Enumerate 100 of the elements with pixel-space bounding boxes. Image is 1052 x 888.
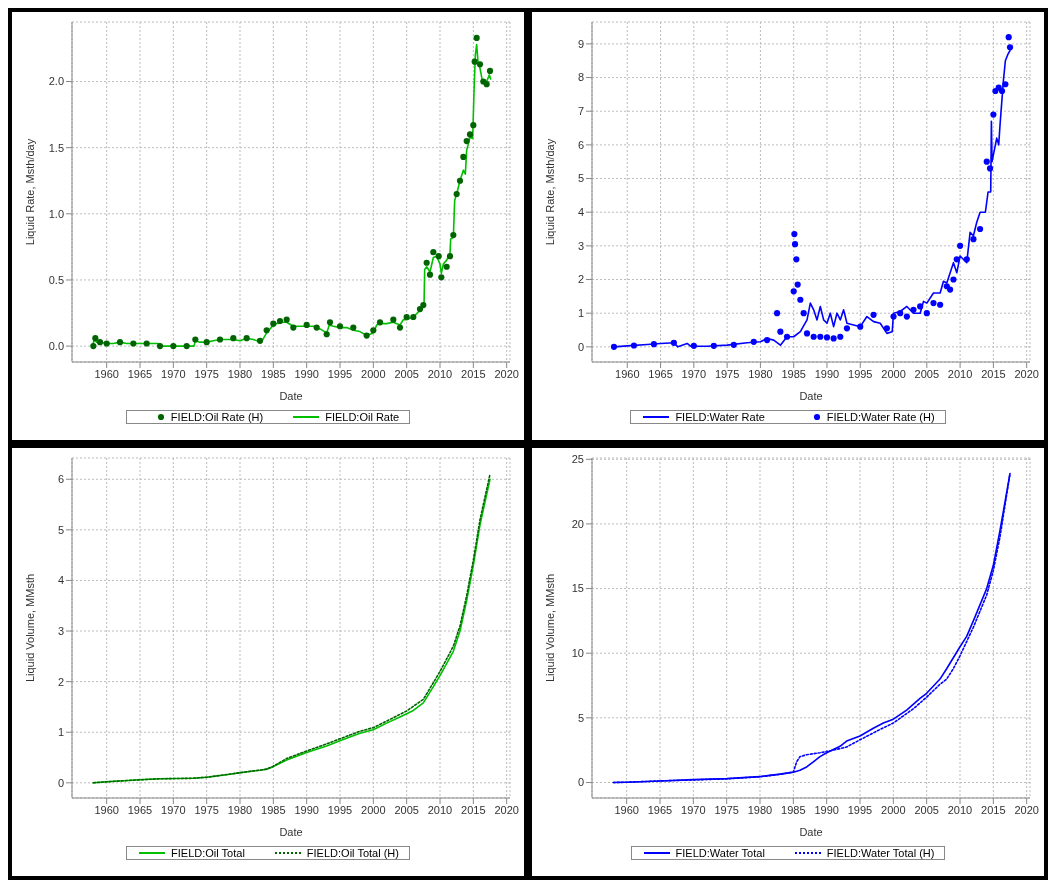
point bbox=[216, 336, 224, 343]
point bbox=[797, 296, 804, 303]
point bbox=[471, 58, 478, 65]
point bbox=[990, 111, 997, 118]
point bbox=[910, 306, 917, 313]
point bbox=[256, 337, 264, 344]
point bbox=[192, 336, 199, 343]
y-tick-label: 7 bbox=[577, 105, 584, 118]
point bbox=[803, 330, 811, 337]
point bbox=[650, 341, 657, 348]
point bbox=[823, 334, 831, 341]
point bbox=[476, 61, 484, 68]
x-tick-label: 2015 bbox=[461, 367, 486, 380]
y-axis-title: Liquid Volume, MMsth bbox=[23, 573, 36, 683]
x-tick-label: 2005 bbox=[394, 367, 419, 380]
x-tick-label: 1995 bbox=[327, 803, 353, 816]
x-tick-label: 2000 bbox=[881, 367, 906, 380]
y-tick-label: 3 bbox=[57, 624, 64, 637]
y-tick-label: 4 bbox=[57, 574, 64, 587]
point bbox=[363, 332, 370, 339]
y-tick-label: 1 bbox=[57, 726, 64, 739]
x-tick-label: 1970 bbox=[681, 367, 707, 380]
point bbox=[473, 34, 480, 41]
point bbox=[947, 286, 954, 293]
point bbox=[957, 242, 964, 249]
x-tick-label: 1975 bbox=[194, 803, 219, 816]
x-tick-label: 1990 bbox=[814, 803, 839, 816]
point bbox=[870, 311, 877, 318]
legend-label: FIELD:Oil Total (H) bbox=[306, 847, 399, 859]
x-tick-label: 1965 bbox=[127, 803, 153, 816]
point bbox=[370, 327, 377, 334]
point bbox=[750, 338, 757, 345]
point bbox=[963, 256, 970, 263]
point bbox=[403, 313, 410, 321]
y-tick-label: 0 bbox=[577, 340, 584, 353]
y-tick-label: 5 bbox=[57, 523, 64, 536]
point bbox=[930, 300, 937, 307]
point bbox=[777, 328, 784, 335]
point bbox=[470, 122, 477, 129]
x-tick-label: 1985 bbox=[781, 367, 806, 380]
y-axis-title: Liquid Rate, Msth/day bbox=[23, 138, 36, 246]
x-tick-label: 1985 bbox=[261, 367, 286, 380]
x-tick-label: 1985 bbox=[781, 803, 806, 816]
point bbox=[183, 343, 190, 350]
point bbox=[630, 342, 638, 349]
point bbox=[857, 323, 864, 330]
x-tick-label: 1960 bbox=[615, 367, 640, 380]
point bbox=[243, 335, 250, 342]
x-tick-label: 2010 bbox=[427, 367, 453, 380]
x-tick-label: 2010 bbox=[947, 367, 973, 380]
x-tick-label: 2005 bbox=[914, 803, 939, 816]
x-tick-label: 2005 bbox=[394, 803, 419, 816]
x-tick-label: 1965 bbox=[127, 367, 153, 380]
point bbox=[430, 249, 437, 256]
point bbox=[923, 310, 930, 317]
x-tick-label: 1995 bbox=[848, 367, 873, 380]
point bbox=[793, 256, 800, 263]
point bbox=[800, 310, 807, 317]
point bbox=[450, 231, 457, 239]
point bbox=[90, 343, 97, 350]
y-tick-label: 5 bbox=[577, 172, 584, 185]
y-tick-label: 0 bbox=[577, 776, 584, 789]
point bbox=[170, 343, 177, 350]
point bbox=[937, 301, 944, 308]
y-tick-label: 1.5 bbox=[48, 141, 64, 154]
y-tick-label: 1 bbox=[577, 307, 584, 320]
point bbox=[710, 342, 717, 349]
x-tick-label: 2015 bbox=[981, 367, 1006, 380]
point bbox=[143, 340, 150, 347]
legend-label: FIELD:Water Total bbox=[675, 847, 765, 859]
point bbox=[456, 177, 464, 184]
x-tick-label: 1970 bbox=[161, 803, 186, 816]
point bbox=[950, 276, 957, 283]
point bbox=[466, 131, 474, 138]
point bbox=[843, 325, 851, 332]
point bbox=[610, 343, 618, 350]
point bbox=[463, 137, 470, 145]
y-tick-label: 0 bbox=[57, 776, 64, 789]
point bbox=[953, 256, 960, 263]
point bbox=[810, 333, 817, 340]
point bbox=[976, 225, 984, 233]
x-tick-label: 2015 bbox=[461, 803, 486, 816]
x-tick-label: 1980 bbox=[748, 367, 773, 380]
point bbox=[376, 319, 384, 326]
x-tick-label: 1965 bbox=[648, 367, 673, 380]
point bbox=[203, 339, 210, 346]
x-tick-label: 1960 bbox=[614, 803, 639, 816]
point bbox=[970, 236, 977, 243]
x-tick-label: 2020 bbox=[1014, 367, 1039, 380]
y-tick-label: 5 bbox=[577, 711, 584, 724]
y-axis-title: Liquid Volume, MMsth bbox=[543, 573, 556, 683]
point bbox=[396, 324, 404, 331]
point bbox=[917, 303, 924, 310]
y-tick-label: 6 bbox=[577, 138, 584, 151]
x-tick-label: 1995 bbox=[847, 803, 873, 816]
point bbox=[903, 313, 910, 320]
point bbox=[313, 324, 320, 331]
x-tick-label: 1970 bbox=[681, 803, 706, 816]
x-tick-label: 2010 bbox=[427, 803, 453, 816]
y-tick-label: 4 bbox=[577, 206, 584, 219]
